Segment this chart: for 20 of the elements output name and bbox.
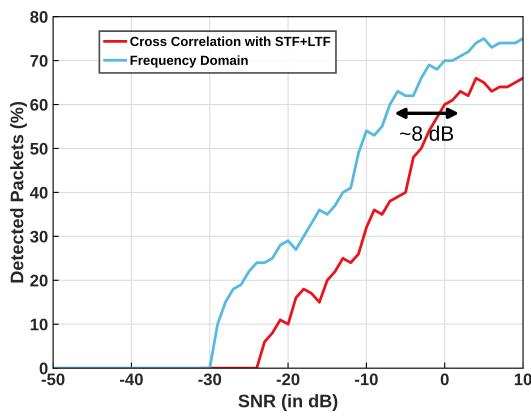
y-axis-title: Detected Packets (%) (10, 102, 27, 283)
x-tick-label: -10 (355, 373, 378, 386)
x-tick-label: -50 (42, 373, 64, 386)
y-tick-label: 20 (30, 274, 48, 286)
y-tick-label: 40 (30, 186, 48, 199)
legend-label: Cross Correlation with STF+LTF (130, 36, 330, 46)
y-tick-label: 30 (30, 230, 48, 243)
annotation: ~8 dB (400, 126, 454, 141)
x-tick-label: -30 (198, 373, 222, 386)
x-tick-label: -20 (276, 373, 300, 386)
y-tick-label: 60 (30, 98, 48, 111)
y-tick-label: 70 (30, 54, 48, 67)
x-tick-label: -40 (120, 373, 143, 386)
legend-label: Frequency Domain (130, 55, 248, 68)
x-axis-title: SNR (in dB) (238, 394, 338, 411)
y-tick-label: 10 (30, 318, 48, 330)
y-tick-label: 50 (30, 142, 48, 155)
y-tick-label: 0 (40, 362, 48, 374)
x-tick-label: 0 (440, 373, 449, 386)
y-tick-label: 80 (30, 11, 48, 23)
